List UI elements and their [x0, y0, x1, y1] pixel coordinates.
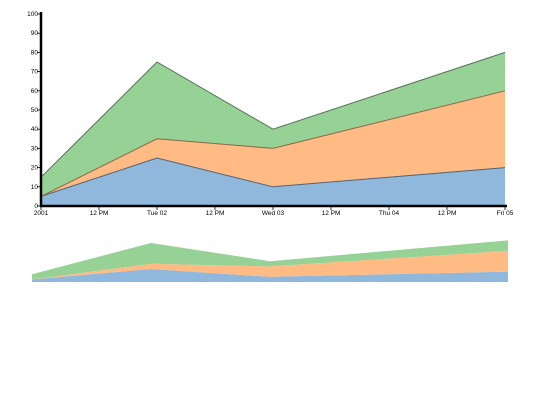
series-line-orange [40, 90, 506, 197]
y-tick-label: 80 [31, 49, 39, 56]
area-series-orange [41, 90, 505, 197]
x-tick-label: 2001 [34, 210, 49, 217]
context-area-series-orange [32, 250, 508, 280]
x-tick-label: 12 PM [438, 210, 457, 217]
series-line-blue [40, 157, 506, 197]
y-tick-label: 10 [31, 184, 39, 191]
context-area-series-blue [32, 269, 508, 282]
main-area-chart: 0 10 20 30 40 50 60 70 80 90 100 2001 12 PM Tue 02 12… [27, 11, 514, 217]
x-tick-label: 12 PM [90, 210, 109, 217]
context-overview-chart[interactable] [32, 240, 508, 282]
y-tick-label: 50 [31, 107, 39, 114]
x-tick-label: Fri 05 [497, 210, 514, 217]
y-tick-label: 30 [31, 145, 39, 152]
context-area-series-green [32, 240, 508, 280]
x-tick-label: 12 PM [322, 210, 341, 217]
x-axis-ticks: 2001 12 PM Tue 02 12 PM Wed 03 12 PM Thu 04 12 … [34, 206, 514, 217]
main-area-series-group [41, 52, 505, 206]
y-tick-label: 20 [31, 165, 39, 172]
y-tick-label: 90 [31, 30, 39, 37]
y-tick-label: 60 [31, 88, 39, 95]
x-tick-label: Tue 02 [147, 210, 167, 217]
y-tick-label: 0 [34, 203, 38, 210]
y-tick-label: 70 [31, 69, 39, 76]
series-line-green [40, 51, 506, 178]
y-tick-label: 100 [27, 11, 38, 18]
main-series-lines [40, 51, 506, 197]
x-tick-label: Wed 03 [262, 210, 285, 217]
y-tick-label: 40 [31, 126, 39, 133]
x-tick-label: Thu 04 [379, 210, 400, 217]
area-series-green [41, 52, 505, 197]
area-series-blue [41, 158, 505, 206]
y-axis-ticks: 0 10 20 30 40 50 60 70 80 90 100 [27, 11, 41, 210]
x-tick-label: 12 PM [206, 210, 225, 217]
